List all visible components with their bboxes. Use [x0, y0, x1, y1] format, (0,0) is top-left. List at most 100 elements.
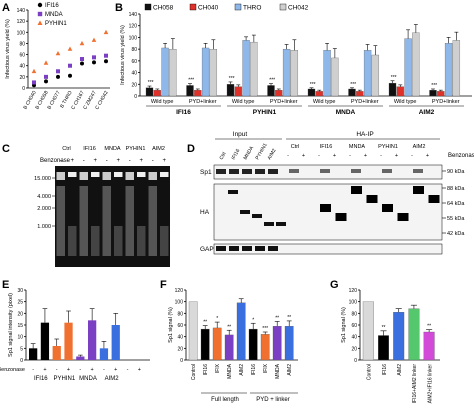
panel-b-bar-thro	[282, 48, 291, 97]
panel-d-sp1-ip-band	[413, 169, 423, 173]
panel-f-x-tick-label: MNDA	[227, 363, 233, 378]
panel-d-ha-ip-band	[428, 195, 440, 203]
panel-b-bar-ch058	[388, 82, 397, 97]
panel-d-gapdh-band	[216, 246, 226, 251]
panel-b-bar-ch040	[437, 91, 445, 97]
panel-d-lane-label: Ctrl	[291, 144, 300, 150]
panel-c-smear	[102, 186, 111, 256]
panel-b-bar-ch042	[331, 57, 339, 97]
panel-f-y-tick-label: 0	[180, 358, 183, 364]
panel-b-bar-thro	[444, 43, 453, 97]
panel-c-band	[56, 172, 65, 180]
panel-f-bar	[260, 334, 270, 361]
panel-g-bar	[408, 308, 420, 361]
panel-a-y-tick-label: 120	[17, 19, 26, 25]
panel-c-lane-label: IFI16	[83, 146, 96, 152]
panel-b-bar-ch058	[226, 84, 235, 97]
panel-d-sign: -	[411, 153, 413, 159]
panel-d-blot	[213, 243, 443, 255]
panel-d-lane-label: PYHIN1	[378, 144, 398, 150]
panel-g-y-tick-label: 80	[351, 311, 357, 317]
panel-d-lane-label: IFI16	[320, 144, 333, 150]
panel-c-band	[125, 172, 134, 180]
panel-b-bar-thro	[363, 50, 372, 97]
panel-d-hala-label: HA-IP	[356, 131, 373, 138]
panel-b-bar-thro	[161, 47, 169, 97]
legend-marker-pyhin1	[37, 20, 43, 25]
panel-f-y-axis-label: Sp1 signal (%)	[168, 307, 174, 343]
panel-g-y-tick-label: 120	[349, 288, 358, 294]
panel-b-y-tick-label: 100	[129, 35, 138, 41]
panel-e-bar	[76, 356, 85, 360]
panel-f-y-tick-label: 120	[175, 288, 184, 294]
panel-c-smear	[125, 186, 134, 256]
panel-b-subgroup-label: Wild type	[313, 99, 336, 105]
panel-b-bar-ch058	[348, 88, 356, 97]
panel-g-bar	[362, 301, 374, 361]
panel-d-sp1-input-band	[216, 169, 226, 174]
panel-c-smear	[79, 186, 88, 256]
panel-d-kda-label: 55 kDa	[447, 216, 465, 222]
panel-f-significance: *	[216, 316, 218, 322]
legend-label-ch042: CH042	[288, 5, 309, 12]
panel-d-kda-label: 64 kDa	[447, 201, 465, 207]
panel-e-benzonase-label: Benzonase	[0, 367, 25, 373]
panel-f-x-tick-label: AIM2	[239, 364, 245, 376]
panel-d-row-label: GAPDH	[200, 246, 223, 253]
panel-d-sp1-input-band	[268, 169, 278, 174]
panel-f-x-tick-label: IFI16	[203, 364, 209, 376]
panel-d-sp1-ip-band	[289, 169, 299, 173]
panel-c-size-marker: 15.000	[34, 176, 51, 182]
panel-f-significance: **	[287, 315, 291, 321]
panel-a-point-pyhin1	[103, 29, 109, 35]
panel-a-y-tick-label: 0	[22, 86, 25, 92]
panel-b-y-tick-label: 60	[131, 59, 137, 65]
panel-c-size-marker: 4.000	[37, 194, 51, 200]
panel-e-bar	[52, 346, 61, 360]
panel-c-smear	[91, 226, 100, 256]
panel-d-sign: +	[302, 153, 305, 159]
panel-b-significance: ***	[269, 78, 275, 84]
panel-d-ha-ip-band	[320, 204, 331, 212]
panel-b-significance: ***	[310, 82, 316, 88]
panel-b-significance: ***	[148, 80, 154, 86]
panel-a-point-mnda	[56, 69, 60, 74]
panel-b-y-tick-label: 40	[131, 71, 137, 77]
panel-c-sign: -	[106, 158, 108, 164]
panel-d-sign: -	[287, 153, 289, 159]
panel-b-group-label: MNDA	[336, 109, 356, 116]
panel-label-b: B	[115, 2, 123, 14]
panel-a-point-mnda	[92, 55, 96, 60]
legend-marker-mnda	[37, 11, 43, 17]
panel-c-sign: -	[129, 158, 131, 164]
panel-d-ha-input-band	[240, 210, 250, 214]
panel-c-sign: +	[162, 158, 166, 164]
panel-e-sign: +	[67, 367, 70, 373]
panel-e-sign: -	[32, 367, 34, 373]
panel-c-sign: +	[116, 158, 120, 164]
panel-a-y-axis-label: Infectious virus yield (%)	[5, 19, 11, 79]
panel-e-y-tick-label: 30	[17, 288, 23, 294]
panel-b-significance: ***	[350, 82, 356, 88]
panel-label-g: G	[330, 279, 339, 291]
panel-f-x-tick-label: IFI16	[251, 364, 257, 376]
panel-g-y-axis-label: Sp1 signal (%)	[341, 307, 347, 343]
panel-d-ha-ip-band	[413, 186, 424, 194]
panel-b-bar-ch058	[186, 85, 194, 97]
panel-e-bar	[88, 320, 97, 360]
panel-f-x-tick-label: IFIX	[263, 363, 269, 373]
panel-g-y-tick-label: 60	[351, 323, 357, 329]
legend-swatch-thro	[234, 3, 242, 11]
panel-c-band	[160, 172, 169, 177]
panel-b-subgroup-label: PYD+linker	[432, 99, 460, 105]
panel-a-y-tick-label: 100	[17, 30, 26, 36]
panel-f-x-tick-label: IFIX	[215, 363, 221, 373]
panel-g-bar	[423, 331, 435, 361]
panel-label-a: A	[2, 2, 10, 14]
panel-a-point-mnda	[44, 74, 48, 79]
panel-b-bar-ch040	[153, 89, 161, 97]
panel-f-bar	[284, 326, 294, 361]
panel-c-smear	[68, 226, 77, 256]
panel-a-y-tick-label: 140	[17, 8, 26, 14]
